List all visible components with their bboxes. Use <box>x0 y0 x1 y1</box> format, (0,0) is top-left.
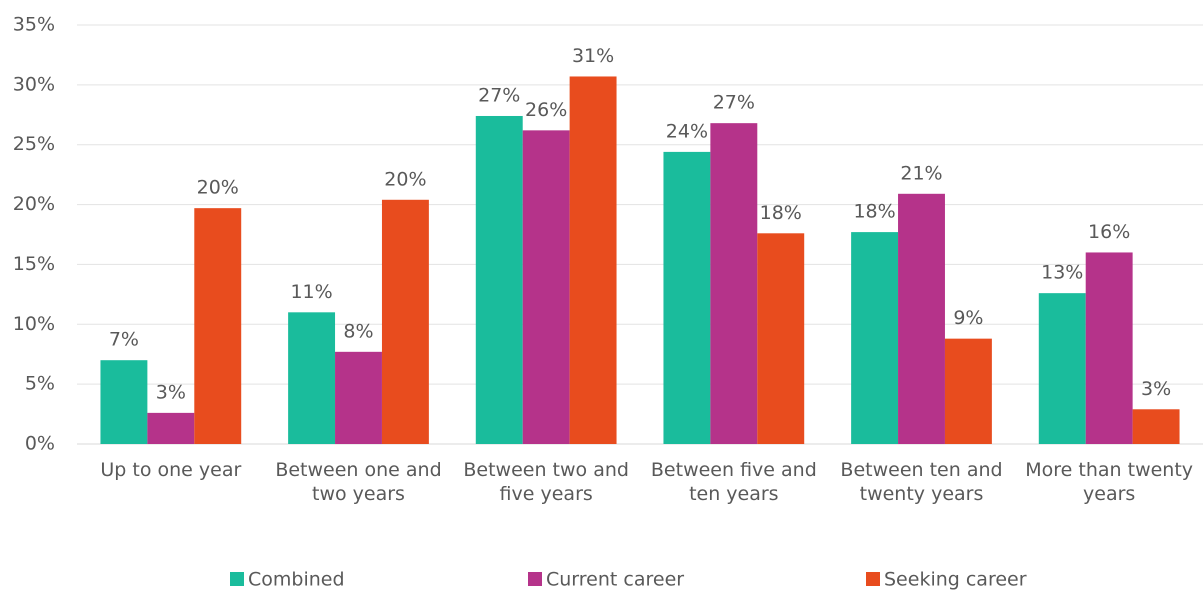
x-tick-label: Between one and two years <box>275 459 441 505</box>
y-tick-label: 35% <box>13 14 55 36</box>
bar <box>147 412 195 444</box>
bar <box>100 360 148 444</box>
legend-label: Combined <box>248 569 345 591</box>
bar <box>944 338 992 444</box>
bar <box>663 151 711 444</box>
y-tick-label: 0% <box>25 433 55 455</box>
y-tick-label: 15% <box>13 253 55 275</box>
y-tick-label: 10% <box>13 313 55 335</box>
data-label: 16% <box>1088 221 1130 243</box>
data-label: 21% <box>900 162 942 184</box>
bar <box>1038 293 1086 444</box>
legend-label: Seeking career <box>884 569 1027 591</box>
data-label: 18% <box>760 202 802 224</box>
y-tick-label: 5% <box>25 373 55 395</box>
y-tick-label: 30% <box>13 73 55 95</box>
data-label: 9% <box>953 307 983 329</box>
data-label: 18% <box>853 201 895 223</box>
bar <box>288 312 336 444</box>
y-tick-label: 20% <box>13 193 55 215</box>
bar <box>335 351 382 444</box>
x-tick-label: Up to one year <box>100 459 241 481</box>
data-label: 20% <box>197 177 239 199</box>
data-label: 3% <box>1141 378 1171 400</box>
x-tick-label: More than twenty years <box>1025 459 1193 505</box>
data-label: 31% <box>572 45 614 67</box>
x-tick-label: Between two and five years <box>463 459 629 505</box>
bar <box>757 233 805 444</box>
legend-swatch <box>230 572 244 586</box>
x-tick-label: Between five and ten years <box>651 459 817 505</box>
data-label: 3% <box>156 381 186 403</box>
data-label: 27% <box>713 92 755 114</box>
bar <box>522 130 570 444</box>
data-label: 7% <box>109 329 139 351</box>
data-label: 26% <box>525 99 567 121</box>
bar <box>381 199 429 444</box>
data-label: 24% <box>666 120 708 142</box>
data-label: 27% <box>478 84 520 106</box>
bar <box>194 208 242 444</box>
data-label: 11% <box>290 281 332 303</box>
y-tick-label: 25% <box>13 133 55 155</box>
bar <box>569 76 617 444</box>
data-label: 20% <box>384 168 426 190</box>
legend-label: Current career <box>546 569 684 591</box>
data-label: 13% <box>1041 262 1083 284</box>
bar <box>1132 409 1180 444</box>
x-tick-label: Between ten and twenty years <box>840 459 1002 505</box>
legend-swatch <box>528 572 542 586</box>
bar <box>898 193 945 444</box>
bar <box>710 123 758 444</box>
bar <box>851 232 899 444</box>
data-label: 8% <box>343 320 373 342</box>
bar <box>1085 252 1133 444</box>
bar <box>475 115 523 445</box>
legend-swatch <box>866 572 880 586</box>
